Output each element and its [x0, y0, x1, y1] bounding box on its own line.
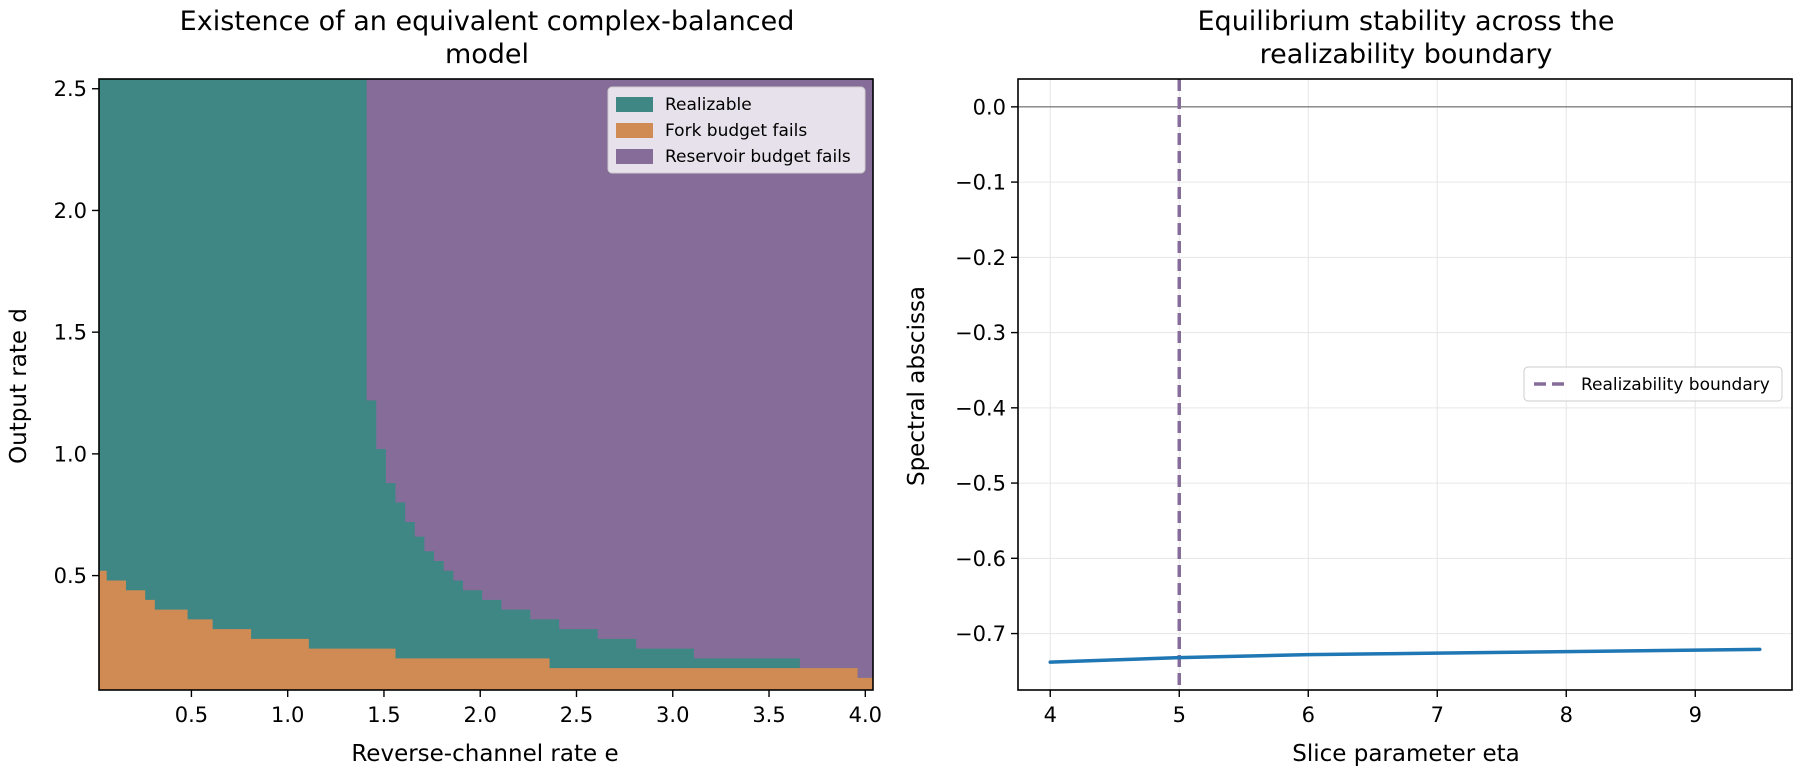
left-y-tick-label: 1.0 — [54, 442, 87, 466]
legend-swatch-0 — [616, 97, 653, 112]
left-x-axis-label: Reverse-channel rate e — [351, 741, 618, 767]
left-x-tick-label: 4.0 — [849, 703, 882, 727]
spectral-abscissa-line-0 — [1048, 647, 1762, 664]
left-x-tick-label: 1.5 — [367, 703, 400, 727]
legend-label-0: Realizable — [665, 95, 752, 115]
left-x-tick-label: 2.5 — [560, 703, 593, 727]
right-y-axis-label: Spectral abscissa — [904, 286, 930, 486]
left-y-tick-label: 2.0 — [54, 199, 87, 223]
right-legend-box — [1523, 366, 1783, 402]
left-y-tick-label: 2.5 — [54, 77, 87, 101]
left-legend-box — [607, 86, 866, 174]
left-y-tick-label: 0.5 — [54, 564, 87, 588]
right-y-tick-label: −0.5 — [955, 472, 1006, 496]
left-y-tick-label: 1.5 — [54, 321, 87, 345]
right-x-tick-label: 6 — [1302, 703, 1315, 727]
left-y-axis-label: Output rate d — [6, 308, 32, 464]
right-y-tick-label: −0.3 — [955, 321, 1006, 345]
right-title-line-1: Equilibrium stability across the — [1198, 6, 1615, 37]
left-title-line-2: model — [445, 39, 529, 70]
left-y-tick-labels: 0.5 1.0 1.5 2.0 2.5 — [54, 77, 99, 588]
right-y-tick-label: 0.0 — [973, 95, 1006, 119]
reservoir-fail-region — [366, 79, 873, 678]
right-title-line-2: realizability boundary — [1260, 39, 1553, 70]
left-x-tick-label: 3.0 — [656, 703, 689, 727]
right-x-tick-labels: 4 5 6 7 8 9 — [1044, 690, 1702, 727]
right-x-tick-label: 8 — [1560, 703, 1573, 727]
left-legend: Realizable Fork budget fails Reservoir bud… — [607, 86, 866, 174]
legend-swatch-1 — [616, 123, 653, 138]
right-line-panel: Equilibrium stability across the realiza… — [904, 6, 1793, 767]
left-x-tick-label: 0.5 — [175, 703, 208, 727]
right-x-axis-label: Slice parameter eta — [1292, 741, 1519, 767]
legend-swatch-2 — [616, 149, 653, 164]
right-x-tick-label: 5 — [1173, 703, 1186, 727]
right-axes-frame — [1017, 78, 1793, 691]
legend-label-1: Fork budget fails — [665, 121, 807, 141]
left-x-tick-label: 3.5 — [752, 703, 785, 727]
right-y-tick-label: −0.6 — [955, 547, 1006, 571]
left-axes-frame — [98, 78, 874, 691]
right-x-tick-label: 9 — [1689, 703, 1702, 727]
right-x-tick-label: 7 — [1431, 703, 1444, 727]
fork-fail-region — [99, 570, 873, 690]
left-x-tick-labels: 0.5 1.0 1.5 2.0 2.5 3.0 3.5 4.0 — [175, 690, 882, 727]
legend-label-2: Reservoir budget fails — [665, 147, 851, 167]
right-x-tick-label: 4 — [1044, 703, 1057, 727]
left-x-tick-label: 2.0 — [464, 703, 497, 727]
left-plot-area — [98, 78, 874, 691]
right-y-tick-label: −0.7 — [955, 622, 1006, 646]
left-x-tick-label: 1.0 — [271, 703, 304, 727]
right-y-tick-label: −0.1 — [955, 171, 1006, 195]
legend-label-boundary: Realizability boundary — [1581, 375, 1770, 395]
right-y-tick-label: −0.2 — [955, 246, 1006, 270]
left-title-line-1: Existence of an equivalent complex-balan… — [180, 6, 795, 37]
left-heatmap-panel: Existence of an equivalent complex-balan… — [6, 6, 882, 767]
right-y-tick-labels: 0.0 −0.1 −0.2 −0.3 −0.4 −0.5 −0.6 −0.7 — [955, 95, 1018, 646]
right-legend: Realizability boundary — [1523, 366, 1783, 402]
right-y-tick-label: −0.4 — [955, 396, 1006, 420]
